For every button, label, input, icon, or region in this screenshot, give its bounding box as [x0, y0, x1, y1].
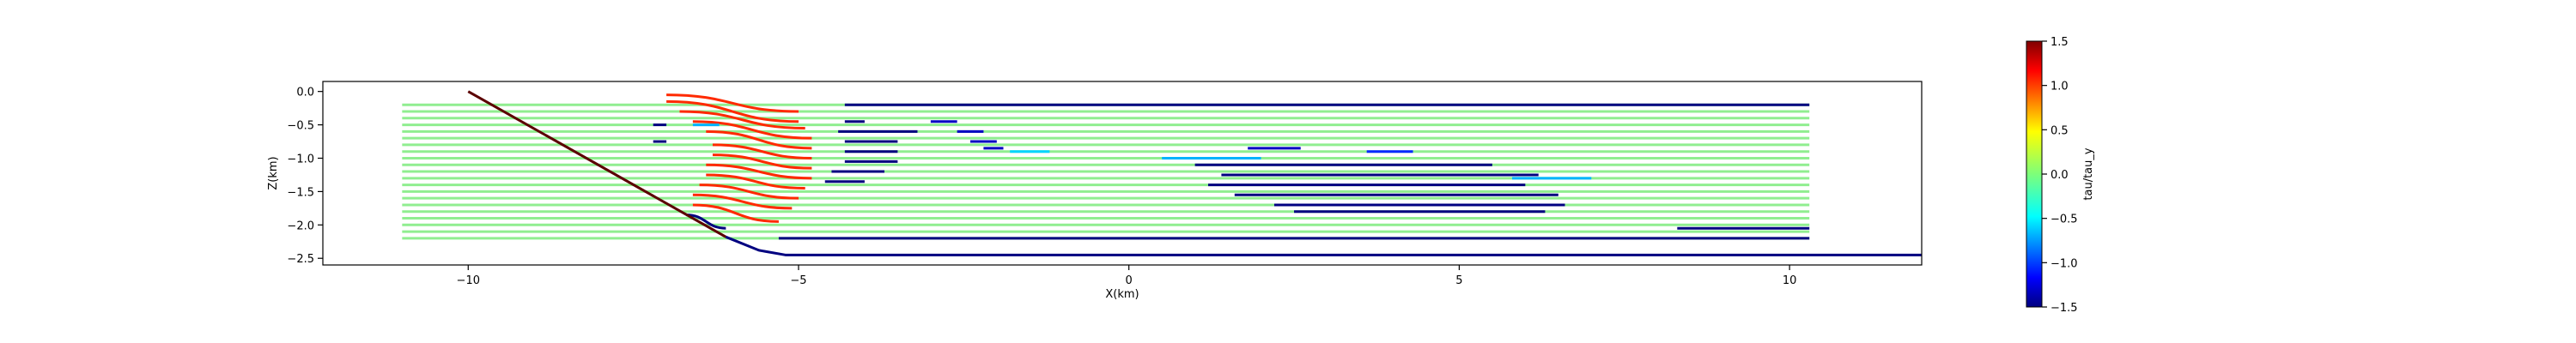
- streamlines: [402, 103, 1810, 240]
- colorbar-tick-label: 0.0: [2050, 169, 2069, 182]
- axes-frame: [322, 81, 1923, 266]
- stress-segment: [712, 143, 812, 159]
- colorbar-tick-label: 0.5: [2050, 124, 2069, 137]
- stress-segment: [692, 203, 779, 223]
- stress-segment: [706, 163, 812, 180]
- boundary-lines: [467, 90, 1922, 256]
- x-axis-label: X(km): [1105, 288, 1139, 301]
- x-tick-label: 10: [1783, 274, 1797, 287]
- colorbar-tick-label: 1.0: [2050, 81, 2069, 93]
- x-axis-ticks: −10 −5 0 5 10: [457, 265, 1797, 287]
- y-tick-label: −1.0: [287, 153, 314, 165]
- colorbar-gradient: [2026, 40, 2043, 308]
- y-tick-label: −2.5: [287, 253, 314, 266]
- y-tick-label: 0.0: [296, 87, 314, 99]
- stress-segment: [706, 173, 805, 190]
- y-tick-label: −0.5: [287, 120, 314, 133]
- stress-segment: [686, 214, 726, 230]
- y-tick-label: −1.5: [287, 186, 314, 199]
- stress-segment: [692, 120, 812, 140]
- plot-area: [402, 90, 1922, 256]
- colorbar-tick-label: −1.5: [2050, 302, 2078, 315]
- stress-segments: [653, 93, 1810, 240]
- y-tick-label: −2.0: [287, 220, 314, 232]
- x-tick-label: 5: [1455, 274, 1462, 287]
- stress-segment: [692, 193, 793, 210]
- colorbar-label: tau/tau_y: [2082, 147, 2095, 200]
- colorbar-tick-label: 1.5: [2050, 36, 2069, 49]
- colorbar-ticks: 1.5 1.0 0.5 0.0 −0.5 −1.0 −1.5: [2042, 36, 2078, 315]
- stress-segment: [699, 184, 799, 200]
- colorbar-tick-label: −1.0: [2050, 257, 2078, 270]
- stress-segment: [712, 153, 812, 170]
- bottom-line: [725, 235, 1922, 256]
- stress-segment: [679, 110, 805, 129]
- wall-line: [467, 90, 727, 238]
- y-axis-ticks: 0.0 −0.5 −1.0 −1.5 −2.0 −2.5: [287, 87, 323, 266]
- stress-segment: [666, 93, 799, 113]
- x-tick-label: −5: [790, 274, 806, 287]
- colorbar: 1.5 1.0 0.5 0.0 −0.5 −1.0 −1.5 tau/tau_y: [2026, 36, 2095, 315]
- x-tick-label: −10: [457, 274, 480, 287]
- x-tick-label: 0: [1126, 274, 1133, 287]
- stress-segment: [666, 99, 799, 123]
- colorbar-tick-label: −0.5: [2050, 214, 2078, 226]
- stress-segment: [706, 129, 812, 150]
- y-axis-label: Z(km): [267, 156, 280, 190]
